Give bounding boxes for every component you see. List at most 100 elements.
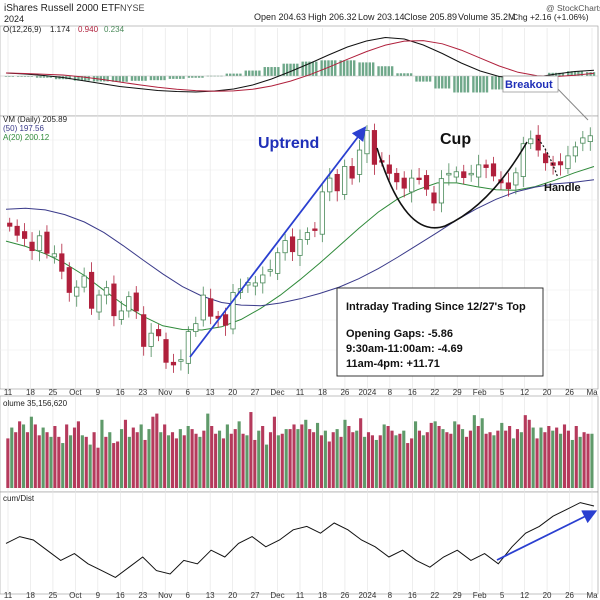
candlesticks xyxy=(7,123,593,374)
macd-histogram-bar xyxy=(501,76,504,90)
candle-body xyxy=(36,235,43,252)
macd-histogram-bar xyxy=(548,72,551,76)
candle-body xyxy=(267,269,273,272)
volume-bar xyxy=(233,429,237,488)
candle-body xyxy=(468,172,474,176)
opening-gaps-text: Opening Gaps: -5.86 xyxy=(346,328,453,340)
x-tick-label: 2024 xyxy=(358,388,376,397)
candle-body xyxy=(208,298,214,317)
macd-histogram-bar xyxy=(577,71,580,76)
candle-body xyxy=(230,292,236,330)
volume-bar xyxy=(280,433,284,488)
macd-histogram-bar xyxy=(225,73,229,76)
volume-bar xyxy=(108,432,112,488)
year-label: 2024 xyxy=(4,14,24,24)
volume-bar xyxy=(186,426,190,488)
stat-open: Open 204.63 xyxy=(254,12,306,22)
x-tick-label: 23 xyxy=(138,388,147,397)
macd-histogram-bar xyxy=(125,76,128,82)
volume-bar xyxy=(421,435,425,488)
macd-histogram-bar xyxy=(399,73,403,76)
x-tick-label: 12 xyxy=(520,388,529,397)
volume-bar xyxy=(308,429,312,488)
stat-volume: Volume 35.2M xyxy=(458,12,516,22)
candle-body xyxy=(453,171,459,178)
volume-bar xyxy=(461,429,465,488)
macd-histogram-bar xyxy=(8,76,11,77)
candle-body xyxy=(520,143,526,177)
volume-bar xyxy=(194,433,198,488)
volume-bar xyxy=(480,418,484,488)
macd-histogram-bar xyxy=(16,76,20,77)
volume-bar xyxy=(363,436,367,488)
macd-histogram-bar xyxy=(320,60,323,76)
volume-bar xyxy=(476,426,480,488)
header: iShares Russell 2000 ETF NYSE 2024 Open … xyxy=(4,3,600,24)
volume-bar xyxy=(457,424,461,488)
candle-body xyxy=(513,172,519,186)
volume-bar xyxy=(374,439,378,488)
x-tick-label: 2024 xyxy=(358,591,376,600)
x-axis-ticks: 11 11 18 18 25 25 Oct Oct 9 9 16 16 23 23 Nov Nov 6 6 13 13… xyxy=(4,388,598,600)
volume-bar xyxy=(527,419,531,488)
volume-bar xyxy=(523,415,527,488)
x-tick-label: Nov xyxy=(158,591,172,600)
volume-bar xyxy=(433,421,437,488)
macd-histogram-bar xyxy=(84,76,87,81)
macd-histogram-bar xyxy=(118,76,122,82)
volume-bar xyxy=(347,426,351,488)
macd-histogram-bar xyxy=(580,71,584,76)
volume-bar xyxy=(437,426,441,488)
x-tick-label: Feb xyxy=(473,388,487,397)
macd-histogram-bar xyxy=(159,76,163,81)
candle-body xyxy=(572,146,578,157)
candle-body xyxy=(446,172,452,176)
volume-bar xyxy=(547,426,551,488)
macd-histogram-bar xyxy=(115,76,118,82)
candle-body xyxy=(476,164,482,178)
volume-bar xyxy=(261,426,265,488)
volume-bar xyxy=(331,432,335,488)
x-tick-label: Dec xyxy=(270,388,284,397)
volume-bar xyxy=(535,438,539,488)
x-tick-label: 20 xyxy=(543,388,552,397)
candle-body xyxy=(260,274,266,284)
macd-histogram-bar xyxy=(409,73,413,76)
macd-histogram-bar xyxy=(463,76,466,93)
volume-bar xyxy=(37,435,41,488)
macd-histogram-bar xyxy=(30,76,33,77)
macd-histogram-bar xyxy=(103,76,106,82)
x-tick-label: 11 xyxy=(296,591,305,600)
volume-bar xyxy=(229,433,233,488)
volume-bar xyxy=(69,435,73,488)
volume-bar xyxy=(10,427,14,488)
macd-histogram-bar xyxy=(282,63,285,76)
volume-bar xyxy=(237,421,241,488)
macd-line xyxy=(5,36,595,93)
macd-histogram-bar xyxy=(4,76,8,77)
volume-bar xyxy=(84,436,88,488)
candle-body xyxy=(587,135,593,142)
candle-body xyxy=(222,314,229,326)
macd-histogram-bar xyxy=(387,66,390,76)
x-tick-label: 26 xyxy=(340,388,349,397)
volume-bar xyxy=(92,432,96,488)
volume-bar xyxy=(88,444,92,488)
macd-histogram-bar xyxy=(475,76,478,93)
macd-histogram-bar xyxy=(308,61,311,76)
volume-bar xyxy=(429,422,433,488)
x-tick-label: 26 xyxy=(565,591,574,600)
stat-high: High 206.32 xyxy=(308,12,357,22)
uptrend-arrow xyxy=(189,126,367,358)
macd-histogram-bar xyxy=(140,76,144,81)
x-tick-label: 18 xyxy=(318,591,327,600)
volume-bar xyxy=(284,429,288,488)
volume-bar xyxy=(335,429,339,488)
macd-histogram-bar xyxy=(592,72,596,76)
macd-histogram-bar xyxy=(54,76,58,80)
macd-histogram-bar xyxy=(330,60,334,76)
volume-bar xyxy=(221,438,226,488)
macd-histogram-bar xyxy=(466,76,470,93)
candle-body xyxy=(44,231,50,254)
volume-bar xyxy=(155,413,159,488)
